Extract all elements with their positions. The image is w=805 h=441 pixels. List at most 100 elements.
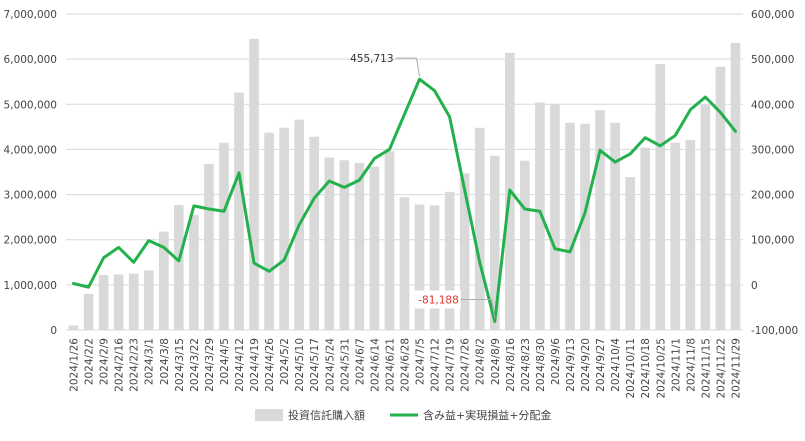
right-tick-label: 400,000 xyxy=(751,99,794,111)
x-tick-label: 2024/10/4 xyxy=(610,338,622,392)
bar xyxy=(143,270,154,330)
x-tick-label: 2024/10/25 xyxy=(655,338,667,399)
x-tick-label: 2024/7/19 xyxy=(445,338,457,392)
x-tick-label: 2024/5/10 xyxy=(294,338,306,392)
x-tick-label: 2024/2/16 xyxy=(114,338,126,392)
x-tick-label: 2024/4/12 xyxy=(234,338,246,392)
bar xyxy=(625,176,635,330)
legend: 投資信託購入額 含み益+実現損益+分配金 xyxy=(255,408,551,422)
bar xyxy=(655,64,666,330)
x-tick-label: 2024/5/31 xyxy=(339,338,351,392)
bar xyxy=(384,151,395,330)
bar xyxy=(158,231,169,330)
x-tick-label: 2024/3/15 xyxy=(174,338,186,392)
bar xyxy=(550,103,560,330)
x-axis: 2024/1/26 2024/2/2 2024/2/9 2024/2/16 2024/2… xyxy=(69,338,743,399)
left-tick-label: 2,000,000 xyxy=(4,235,57,247)
annotation-box xyxy=(414,290,461,309)
bar xyxy=(204,163,214,330)
bar xyxy=(264,132,274,330)
bar xyxy=(730,42,741,331)
x-tick-label: 2024/9/20 xyxy=(580,338,592,392)
bar xyxy=(189,214,199,330)
right-tick-label: 500,000 xyxy=(751,54,794,66)
bar xyxy=(670,142,681,330)
x-tick-label: 2024/11/22 xyxy=(715,338,727,399)
x-tick-label: 2024/1/26 xyxy=(69,338,81,392)
x-tick-label: 2024/2/23 xyxy=(129,338,141,392)
bar xyxy=(309,136,320,330)
x-tick-label: 2024/2/9 xyxy=(99,338,111,385)
bar xyxy=(520,160,530,330)
annotations: 455,713 -81,188 xyxy=(350,53,496,319)
right-tick-label: 0 xyxy=(751,280,758,292)
left-tick-label: 5,000,000 xyxy=(4,99,57,111)
left-tick-label: 4,000,000 xyxy=(4,144,57,156)
left-tick-label: 7,000,000 xyxy=(4,9,57,21)
bar xyxy=(128,273,139,330)
x-tick-label: 2024/9/13 xyxy=(565,338,577,392)
bar xyxy=(234,92,244,330)
legend-label-line: 含み益+実現損益+分配金 xyxy=(423,408,551,422)
x-tick-label: 2024/11/15 xyxy=(700,338,712,399)
left-y-axis: 0 1,000,000 2,000,000 3,000,000 4,000,000 5,0… xyxy=(4,9,57,337)
x-tick-label: 2024/11/1 xyxy=(670,338,682,392)
x-tick-label: 2024/5/17 xyxy=(309,338,321,392)
x-tick-label: 2024/9/27 xyxy=(595,338,607,392)
x-tick-label: 2024/3/22 xyxy=(189,338,201,392)
x-tick-label: 2024/9/6 xyxy=(550,338,562,385)
bar xyxy=(535,102,545,330)
bar xyxy=(339,160,350,330)
bar xyxy=(640,147,651,330)
right-tick-label: 300,000 xyxy=(751,144,794,156)
bar xyxy=(489,155,500,330)
x-tick-label: 2024/10/18 xyxy=(640,338,652,399)
left-tick-label: 6,000,000 xyxy=(4,54,57,66)
x-tick-label: 2024/11/29 xyxy=(730,338,742,399)
bar xyxy=(219,142,229,330)
right-y-axis: -100,000 0 100,000 200,000 300,000 400,000 500… xyxy=(751,9,798,337)
x-tick-label: 2024/8/2 xyxy=(475,338,487,385)
x-tick-label: 2024/7/5 xyxy=(415,338,427,385)
left-tick-label: 1,000,000 xyxy=(4,280,57,292)
bar xyxy=(113,274,124,330)
x-tick-label: 2024/6/21 xyxy=(384,338,396,392)
bar xyxy=(414,204,425,330)
line-series xyxy=(72,77,737,324)
legend-swatch-bar xyxy=(255,409,283,421)
bar xyxy=(595,110,605,330)
bar xyxy=(399,197,410,330)
bar xyxy=(565,122,575,331)
annotation-label: 455,713 xyxy=(350,53,393,65)
annotation-leader xyxy=(416,58,421,77)
x-tick-label: 2024/6/28 xyxy=(400,338,412,392)
bar xyxy=(715,66,726,331)
x-tick-label: 2024/4/5 xyxy=(219,338,231,385)
x-tick-label: 2024/8/9 xyxy=(490,338,502,385)
bar xyxy=(700,104,711,330)
bar xyxy=(474,127,485,330)
x-tick-label: 2024/3/29 xyxy=(204,338,216,392)
x-tick-label: 2024/8/23 xyxy=(520,338,532,392)
x-tick-label: 2024/6/14 xyxy=(369,338,381,392)
bar xyxy=(444,191,455,330)
x-tick-label: 2024/5/24 xyxy=(324,338,336,392)
x-tick-label: 2024/3/1 xyxy=(144,338,156,385)
x-tick-label: 2024/3/8 xyxy=(159,338,171,385)
x-tick-label: 2024/2/2 xyxy=(84,338,96,385)
annotation-label: -81,188 xyxy=(418,295,459,307)
bar xyxy=(459,173,470,330)
x-tick-label: 2024/10/11 xyxy=(625,338,637,399)
x-tick-label: 2024/7/26 xyxy=(460,338,472,392)
bar xyxy=(354,162,365,330)
x-tick-label: 2024/11/8 xyxy=(685,338,697,392)
bar xyxy=(279,127,289,330)
bar xyxy=(685,139,696,330)
bar-series xyxy=(68,38,741,331)
bar xyxy=(174,204,184,330)
bar xyxy=(83,293,94,330)
bar xyxy=(324,157,335,330)
right-tick-label: 600,000 xyxy=(751,9,794,21)
